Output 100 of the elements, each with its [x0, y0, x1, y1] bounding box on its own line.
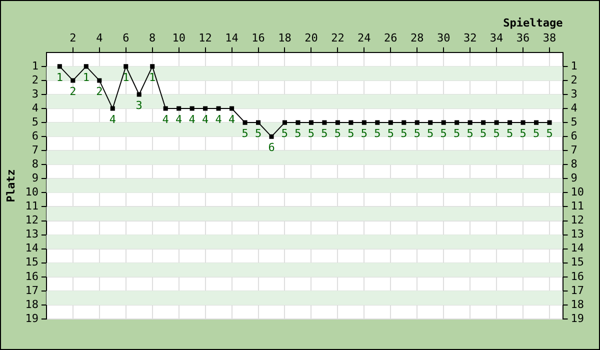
y2-tick-label: 7: [570, 143, 578, 156]
data-label: 4: [188, 112, 196, 126]
data-label: 5: [348, 126, 354, 140]
y2-tick-label: 15: [570, 256, 584, 269]
y2-tick-label: 3: [570, 87, 578, 100]
point: [534, 120, 539, 125]
data-label: 5: [480, 126, 487, 140]
x-tick-label: 22: [331, 32, 344, 45]
y2-tick-label: 11: [570, 200, 584, 213]
y-tick-label: 8: [32, 158, 38, 171]
y2-tick-label: 4: [570, 101, 578, 114]
y2-tick-label: 17: [570, 284, 584, 297]
y-tick-label: 5: [32, 115, 38, 128]
x-tick-label: 6: [122, 32, 130, 45]
y2-tick-label: 13: [570, 228, 584, 241]
y-tick-label: 2: [32, 73, 38, 86]
y2-tick-label: 9: [570, 172, 578, 185]
x-tick-label: 8: [149, 32, 156, 45]
data-label: 4: [162, 112, 170, 126]
data-label: 5: [308, 126, 315, 140]
x-tick-label: 18: [278, 32, 292, 45]
x-tick-label: 28: [410, 32, 424, 45]
data-label: 1: [122, 70, 130, 84]
data-label: 5: [374, 126, 381, 140]
y2-tick-label: 8: [570, 158, 578, 171]
x-tick-label: 14: [225, 32, 239, 45]
point: [282, 120, 288, 125]
point: [508, 120, 512, 125]
data-label: 3: [136, 98, 142, 112]
x-tick-label: 10: [172, 32, 186, 45]
point: [481, 120, 486, 125]
point: [348, 120, 354, 125]
data-label: 2: [96, 84, 103, 98]
y-tick-label: 4: [32, 101, 39, 114]
data-label: 5: [321, 126, 328, 140]
data-label: 5: [387, 126, 394, 140]
data-label: 4: [202, 112, 209, 126]
point: [190, 106, 194, 111]
point: [414, 120, 420, 125]
data-label: 5: [532, 126, 540, 140]
data-label: 1: [149, 70, 156, 84]
data-label: 5: [334, 126, 342, 140]
point: [70, 78, 76, 83]
x-tick-label: 16: [252, 32, 265, 45]
data-label: 4: [176, 112, 183, 126]
data-label: 5: [493, 126, 500, 140]
data-label: 6: [268, 140, 275, 154]
point: [216, 106, 221, 111]
y-tick-label: 18: [25, 298, 38, 311]
data-label: 5: [294, 126, 302, 140]
point: [176, 106, 182, 111]
y-tick-label: 3: [32, 87, 38, 100]
data-label: 4: [215, 112, 222, 126]
y-tick-label: 10: [25, 186, 38, 199]
y-tick-label: 15: [25, 256, 38, 269]
y2-tick-label: 18: [570, 298, 584, 311]
y2-tick-label: 2: [570, 73, 578, 86]
point: [242, 120, 248, 125]
y-tick-label: 9: [32, 172, 38, 185]
data-label: 5: [546, 126, 553, 140]
point: [84, 64, 88, 69]
data-label: 5: [254, 126, 262, 140]
data-label: 2: [70, 84, 76, 98]
point: [494, 120, 499, 125]
x-tick-label: 26: [384, 32, 398, 45]
x-tick-label: 20: [304, 32, 318, 45]
data-label: 5: [360, 126, 368, 140]
y2-tick-label: 6: [570, 129, 578, 142]
data-label: 5: [454, 126, 460, 140]
data-label: 5: [242, 126, 248, 140]
y-tick-label: 1: [32, 59, 38, 72]
point: [547, 120, 552, 125]
data-label: 1: [56, 70, 63, 84]
point: [362, 120, 366, 125]
point: [203, 106, 208, 111]
y2-tick-label: 16: [570, 270, 584, 283]
point: [97, 78, 102, 83]
x-tick-label: 34: [490, 32, 504, 45]
y-tick-label: 14: [25, 242, 39, 255]
y-tick-label: 7: [32, 143, 38, 156]
x-tick-label: 38: [542, 32, 556, 45]
data-label: 5: [440, 126, 447, 140]
point: [520, 120, 526, 125]
point: [308, 120, 314, 125]
x-tick-label: 2: [70, 32, 76, 45]
x-tick-label: 4: [96, 32, 104, 45]
x-axis-title: Spieltage: [503, 16, 564, 30]
point: [269, 134, 274, 139]
point: [454, 120, 460, 125]
point: [335, 120, 340, 125]
y-tick-label: 13: [25, 228, 38, 241]
x-tick-label: 24: [358, 32, 372, 45]
y2-tick-label: 12: [570, 214, 584, 227]
data-label: 4: [109, 112, 116, 126]
x-tick-label: 30: [436, 32, 450, 45]
data-label: 5: [400, 126, 408, 140]
data-label: 5: [427, 126, 434, 140]
y-tick-label: 6: [32, 129, 38, 142]
y-tick-label: 12: [25, 214, 38, 227]
point: [468, 120, 472, 125]
